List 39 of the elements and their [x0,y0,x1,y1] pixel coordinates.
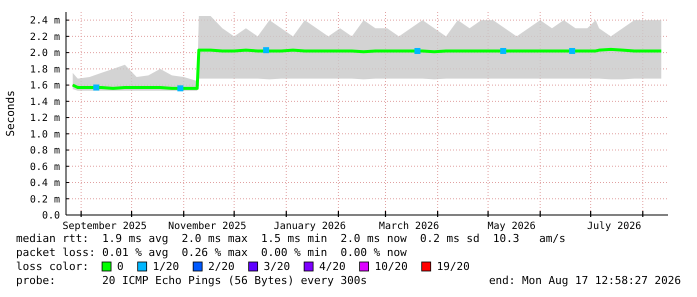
y-tick-label: 1.0 m [30,129,60,140]
legend-label: 2/20 [208,260,235,273]
x-tick-label: September 2025 [62,221,147,232]
y-tick-label: 0.0 [42,210,60,222]
y-tick-label: 1.8 m [30,64,60,76]
text: packet loss: 0.01 % avg 0.26 % max 0.00 % min 0.00 % now [16,246,408,259]
x-tick-label: May 2026 [488,221,536,232]
point [177,85,184,92]
y-tick-label: 2.0 m [30,48,60,60]
x-tick-label: July 2026 [587,221,642,232]
y-tick-label: 0.6 m [30,162,60,173]
legend-label: 4/20 [319,260,346,273]
legend-label: 1/20 [152,260,180,273]
y-tick-label: 1.6 m [30,80,60,92]
legend-label: 10/20 [374,260,408,273]
legend-title: loss color: [16,260,89,273]
text: median rtt: 1.9 ms avg 2.0 ms max 1.5 ms min 2.0 ms now 0.2 ms sd 10.3 am/s [16,232,566,245]
legend-label: 19/20 [436,260,470,273]
text: probe: 20 ICMP Echo Pings (56 Bytes) every 300s [16,274,367,287]
legend-label: 0 [117,260,124,273]
y-tick-label: 2.2 m [30,32,60,43]
y-tick-label: 1.4 m [30,96,60,108]
point [569,48,576,54]
legend-label: 3/20 [264,260,290,273]
y-tick-label: 1.2 m [30,113,60,124]
y-tick-label: 0.2 m [30,194,60,206]
x-tick-label: November 2025 [168,221,246,232]
x-tick-label: March 2026 [378,221,440,232]
point [500,48,506,54]
y-tick-label: 0.8 m [30,146,60,157]
y-tick-label: 0.4 m [30,178,60,190]
x-tick-label: January 2026 [274,221,346,232]
y-axis-title: Seconds [4,90,17,137]
line-series [71,48,663,90]
y-tick-label: 2.4 m [30,16,60,27]
point [93,84,100,91]
text: end: Mon Aug 17 12:58:27 2026 [488,274,681,287]
point [414,48,420,54]
point [263,47,270,54]
